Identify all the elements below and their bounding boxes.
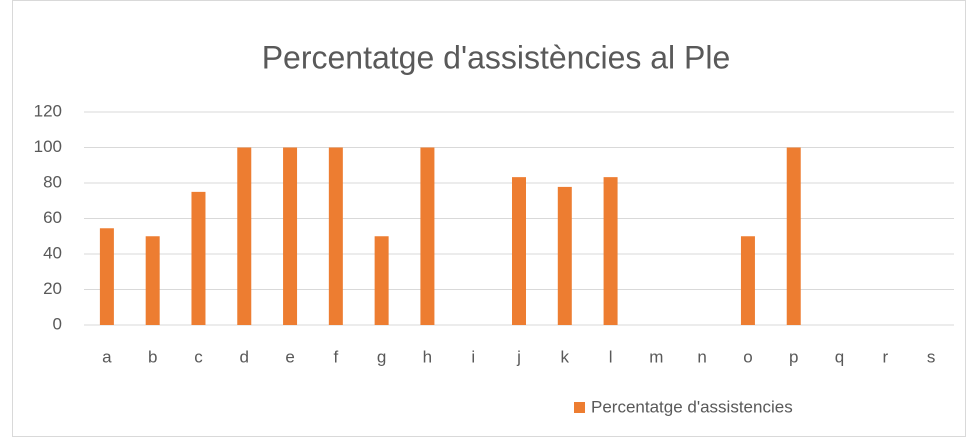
x-tick-label: n xyxy=(697,347,706,366)
y-tick-label: 120 xyxy=(34,101,62,120)
x-tick-label: j xyxy=(516,347,521,366)
x-tick-label: s xyxy=(927,347,936,366)
x-tick-label: o xyxy=(743,347,752,366)
chart-title: Percentatge d'assistències al Ple xyxy=(262,39,731,75)
bar xyxy=(603,177,618,325)
y-tick-label: 80 xyxy=(43,172,62,191)
y-tick-label: 100 xyxy=(34,137,62,156)
x-tick-label: e xyxy=(285,347,294,366)
bar xyxy=(191,191,206,325)
x-tick-label: f xyxy=(333,347,338,366)
x-tick-label: m xyxy=(649,347,663,366)
x-tick-label: d xyxy=(240,347,249,366)
bar xyxy=(740,236,755,325)
x-tick-label: k xyxy=(561,347,570,366)
x-tick-label: l xyxy=(609,347,613,366)
bar xyxy=(99,228,114,325)
x-tick-label: q xyxy=(835,347,844,366)
x-tick-label: a xyxy=(102,347,112,366)
y-tick-label: 20 xyxy=(43,279,62,298)
x-tick-label: r xyxy=(882,347,888,366)
bar xyxy=(237,147,252,325)
x-tick-label: g xyxy=(377,347,386,366)
x-tick-label: p xyxy=(789,347,798,366)
y-tick-label: 60 xyxy=(43,208,62,227)
bar xyxy=(283,147,298,325)
bar xyxy=(374,236,389,325)
bar xyxy=(420,147,435,325)
y-tick-label: 0 xyxy=(53,314,62,333)
x-tick-label: b xyxy=(148,347,157,366)
x-tick-label: i xyxy=(471,347,475,366)
legend-swatch xyxy=(574,402,585,413)
x-tick-label: c xyxy=(194,347,203,366)
x-tick-label: h xyxy=(423,347,432,366)
legend-label: Percentatge d'assistencies xyxy=(591,397,793,416)
bar xyxy=(786,147,801,325)
bar xyxy=(512,177,526,325)
bar xyxy=(557,186,572,325)
y-tick-label: 40 xyxy=(43,243,62,262)
bar xyxy=(145,236,160,325)
bar xyxy=(328,147,343,325)
